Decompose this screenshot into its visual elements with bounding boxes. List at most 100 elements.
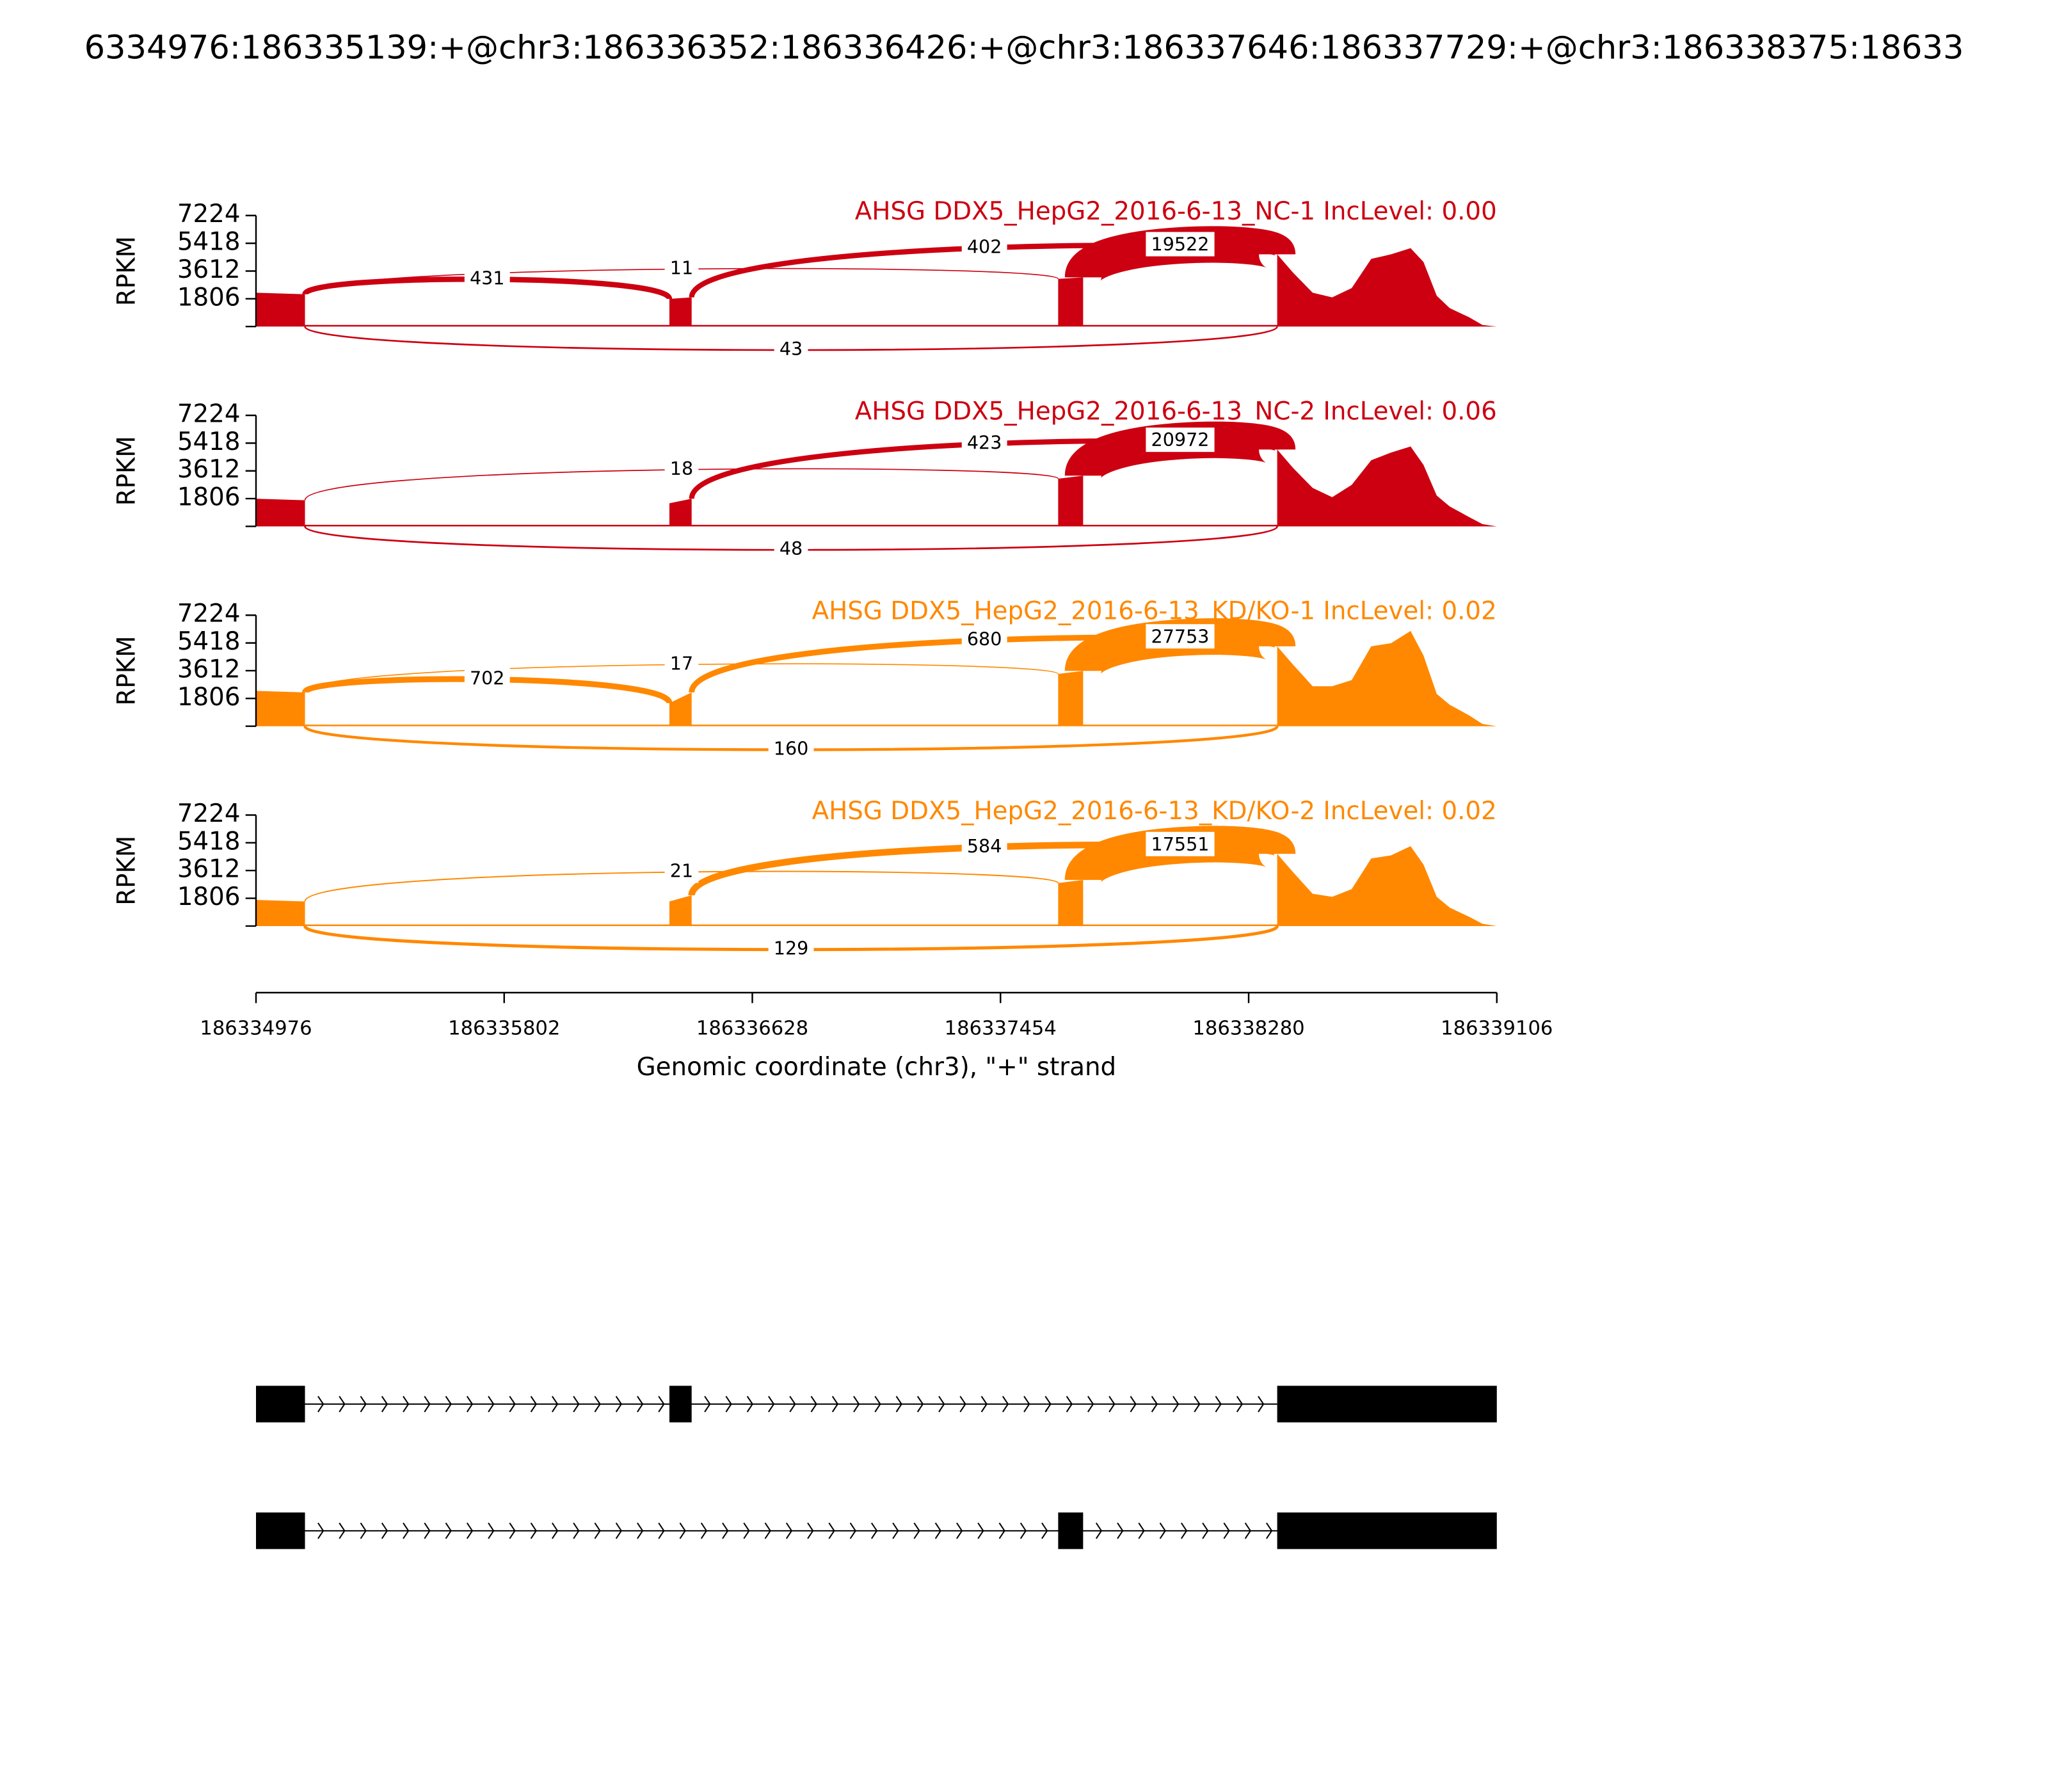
strand-chevron [938,1396,945,1412]
label-background [464,666,510,691]
y-tick-label: 1806 [177,283,241,312]
strand-chevron [509,1523,516,1539]
x-tick-label: 186334976 [200,1018,312,1040]
strand-chevron [615,1523,623,1539]
strand-chevron [317,1523,324,1539]
strand-chevron [637,1396,644,1412]
strand-chevron [998,1523,1005,1539]
exon [669,1386,692,1423]
strand-chevron [658,1523,665,1539]
strand-chevron [488,1396,495,1412]
strand-chevron [679,1523,686,1539]
strand-chevron [1151,1396,1158,1412]
strand-chevron [704,1396,711,1412]
label-background [961,627,1007,652]
strand-chevron [700,1523,708,1539]
junction-count-label: 11 [670,257,693,278]
strand-chevron [1159,1523,1166,1539]
strand-chevron [637,1523,644,1539]
strand-chevron [1266,1523,1273,1539]
strand-chevron [1020,1523,1027,1539]
junction-count-label: 702 [470,667,505,689]
strand-chevron [530,1396,537,1412]
panel-label: AHSG DDX5_HepG2_2016-6-13_NC-2 IncLevel:… [855,397,1497,426]
strand-chevron [980,1396,988,1412]
strand-chevron [381,1396,388,1412]
y-tick-label: 3612 [177,255,241,284]
y-tick-label: 5418 [177,627,241,656]
y-tick-label: 7224 [177,200,241,228]
junction-count-label: 431 [470,267,505,289]
y-tick-label: 5418 [177,228,241,257]
strand-chevron [1130,1396,1137,1412]
strand-chevron [722,1523,729,1539]
label-background [664,255,699,280]
strand-chevron [1095,1523,1103,1539]
coverage-area [256,846,1497,926]
strand-chevron [789,1396,796,1412]
strand-chevron [1066,1396,1073,1412]
y-tick-label: 1806 [177,883,241,911]
junction-count-label: 48 [780,538,803,559]
strand-chevron [977,1523,984,1539]
strand-chevron [892,1523,899,1539]
y-axis-label: RPKM [113,236,141,306]
x-tick-label: 186338280 [1192,1018,1304,1040]
strand-chevron [360,1396,367,1412]
strand-chevron [1087,1396,1094,1412]
x-tick-label: 186335802 [448,1018,560,1040]
x-tick-label: 186336628 [696,1018,808,1040]
junction-count-label: 20972 [1151,429,1210,451]
junction-count-label: 21 [670,860,693,882]
strand-chevron [913,1523,920,1539]
y-axis-label: RPKM [113,636,141,705]
strand-chevron [810,1396,817,1412]
junction-count-label: 27753 [1151,625,1210,647]
junction-count-label: 584 [967,835,1002,857]
strand-chevron [1044,1396,1052,1412]
strand-chevron [1138,1523,1145,1539]
label-background [768,936,814,961]
strand-chevron [445,1396,452,1412]
strand-chevron [317,1396,324,1412]
exon [1058,1512,1084,1549]
x-tick-label: 186339106 [1441,1018,1553,1040]
strand-chevron [551,1396,559,1412]
y-axis-label: RPKM [113,436,141,506]
strand-chevron [959,1396,966,1412]
strand-chevron [895,1396,902,1412]
strand-chevron [934,1523,942,1539]
strand-chevron [1002,1396,1009,1412]
label-background [774,536,808,561]
strand-chevron [1041,1523,1048,1539]
y-tick-label: 3612 [177,855,241,884]
label-background [664,858,699,883]
y-tick-label: 5418 [177,827,241,856]
exon [256,1386,305,1423]
strand-chevron [1215,1396,1222,1412]
strand-chevron [746,1396,754,1412]
junction-count-label: 19522 [1151,233,1210,255]
strand-chevron [424,1523,431,1539]
exon [256,1512,305,1549]
y-tick-label: 1806 [177,683,241,712]
label-background [1146,831,1215,856]
strand-chevron [488,1523,495,1539]
label-background [768,736,814,761]
y-tick-label: 7224 [177,600,241,628]
junction-count-label: 17551 [1151,833,1210,855]
y-tick-label: 7224 [177,799,241,828]
coverage-area [256,248,1497,327]
junction-count-label: 423 [967,432,1002,454]
label-background [1146,428,1215,452]
label-background [961,430,1007,455]
strand-chevron [916,1396,924,1412]
y-tick-label: 1806 [177,483,241,512]
strand-chevron [509,1396,516,1412]
label-background [664,456,699,481]
label-background [774,336,808,361]
exon [1277,1512,1497,1549]
label-background [1146,624,1215,649]
